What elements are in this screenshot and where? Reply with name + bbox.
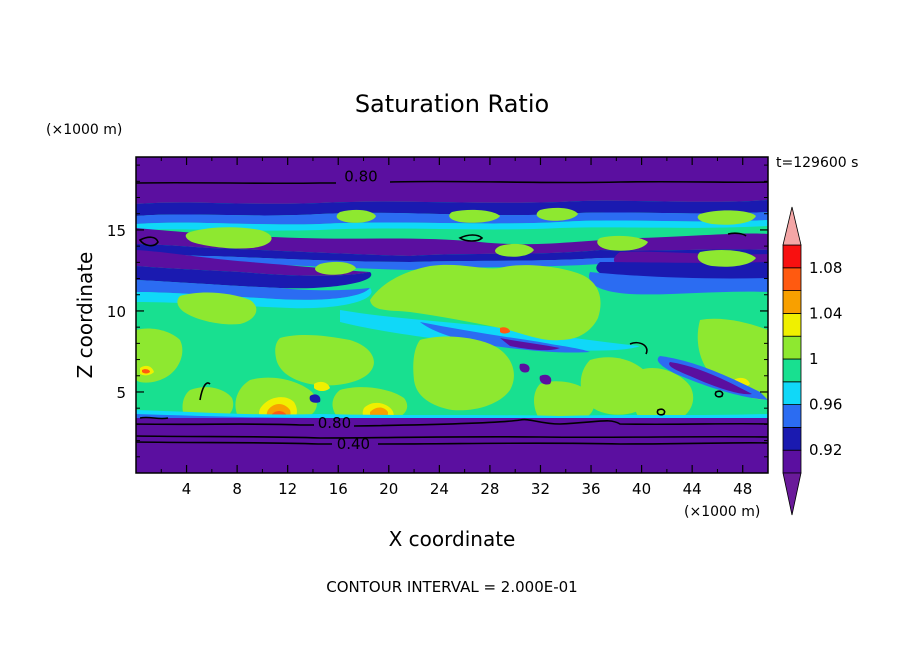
colorbar-band xyxy=(782,244,802,269)
contour-label: 0.40 xyxy=(337,435,370,453)
colorbar-band xyxy=(782,335,802,360)
colorbar-band xyxy=(782,449,802,474)
x-tick-label: 28 xyxy=(480,480,499,498)
contour-label: 0.80 xyxy=(344,167,377,185)
colorbar-band xyxy=(782,404,802,428)
contour-label: 0.80 xyxy=(318,414,351,432)
chart-title: Saturation Ratio xyxy=(355,90,549,118)
x-tick-label: 20 xyxy=(379,480,398,498)
colorbar-label: 0.96 xyxy=(809,396,842,414)
colorbar-band xyxy=(782,381,802,405)
time-label: t=129600 s xyxy=(776,155,858,171)
x-tick-label: 32 xyxy=(531,480,550,498)
colorbar-label: 1.08 xyxy=(809,259,842,277)
x-tick-label: 44 xyxy=(683,480,702,498)
x-axis-label: X coordinate xyxy=(389,527,516,551)
colorbar-label: 1 xyxy=(809,350,819,368)
x-tick-label: 36 xyxy=(581,480,600,498)
x-tick-label: 12 xyxy=(278,480,297,498)
colorbar-under-arrow xyxy=(782,472,802,516)
y-tick-label: 5 xyxy=(116,384,126,402)
x-tick-label: 24 xyxy=(430,480,449,498)
y-tick-label: 15 xyxy=(107,222,126,240)
colorbar-label: 1.04 xyxy=(809,304,842,322)
plot-frame xyxy=(135,156,769,474)
contour-interval-label: CONTOUR INTERVAL = 2.000E-01 xyxy=(326,578,577,596)
x-tick-label: 48 xyxy=(733,480,752,498)
x-tick-label: 4 xyxy=(182,480,192,498)
z-unit-label: (×1000 m) xyxy=(46,122,122,138)
colorbar-band xyxy=(782,312,802,337)
y-axis-label: Z coordinate xyxy=(73,252,97,379)
y-tick-label: 10 xyxy=(107,303,126,321)
x-tick-label: 8 xyxy=(232,480,242,498)
colorbar-band xyxy=(782,267,802,291)
colorbar-label: 0.92 xyxy=(809,441,842,459)
contour-lines xyxy=(136,180,768,445)
colorbar: 0.92 0.96 1 1.04 1.08 xyxy=(782,206,842,516)
x-tick-label: 40 xyxy=(632,480,651,498)
colorbar-over-arrow xyxy=(782,206,802,246)
saturation-field xyxy=(136,157,768,473)
x-tick-label: 16 xyxy=(329,480,348,498)
colorbar-band xyxy=(782,426,802,451)
x-unit-label: (×1000 m) xyxy=(684,504,760,520)
colorbar-band xyxy=(782,290,802,314)
colorbar-band xyxy=(782,358,802,383)
